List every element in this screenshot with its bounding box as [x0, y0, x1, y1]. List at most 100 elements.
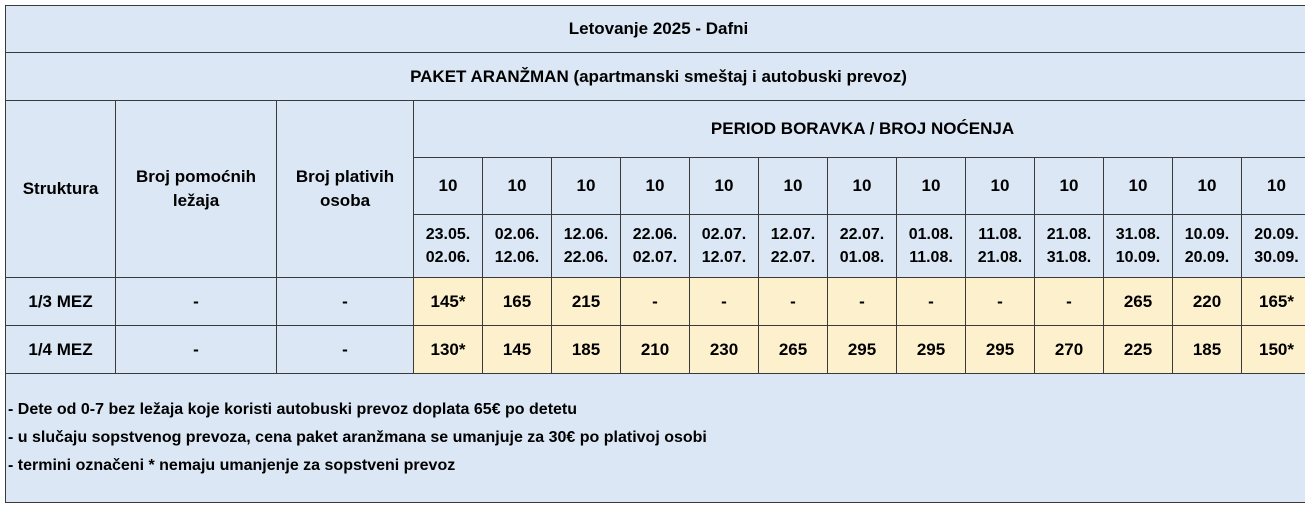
period-to: 10.09.	[1115, 249, 1161, 266]
table-row: 1/4 MEZ - - 130* 145 185 210 230 265 295 295 295…	[5, 325, 1305, 374]
price-cell: 145	[482, 325, 552, 374]
note-line: - u slučaju sopstvenog prevoza, cena pak…	[8, 429, 707, 446]
price-cell: 220	[1172, 277, 1242, 326]
price-cell: 185	[1172, 325, 1242, 374]
row-extra-beds: -	[115, 325, 277, 374]
nights-cell: 10	[413, 157, 483, 215]
nights-cell: 10	[689, 157, 759, 215]
header-extra-beds-line1: Broj pomoćnih	[136, 167, 256, 186]
period-dates-cell: 11.08. 21.08.	[965, 214, 1035, 278]
table-title: Letovanje 2025 - Dafni	[4, 5, 1305, 53]
nights-cell: 10	[1103, 157, 1173, 215]
row-structure: 1/4 MEZ	[5, 325, 116, 374]
period-to: 12.06.	[494, 249, 540, 266]
header-paying-persons: Broj plativih osoba	[276, 100, 414, 278]
period-from: 12.07.	[770, 226, 816, 243]
nights-cell: 10	[965, 157, 1035, 215]
period-to: 20.09.	[1184, 249, 1230, 266]
table-row: 1/3 MEZ - - 145* 165 215- - - - - - -265 220 165*	[5, 277, 1305, 326]
note-line: - Dete od 0-7 bez ležaja koje koristi au…	[8, 401, 578, 418]
nights-cell: 10	[758, 157, 828, 215]
period-from: 31.08.	[1115, 226, 1161, 243]
price-cell: 165*	[1240, 277, 1305, 326]
period-dates-cell: 22.07. 01.08.	[827, 214, 897, 278]
price-cell: 145*	[413, 277, 483, 326]
row-structure: 1/3 MEZ	[5, 277, 116, 326]
period-from: 22.07.	[839, 226, 885, 243]
header-extra-beds: Broj pomoćnih ležaja	[115, 100, 277, 278]
period-dates-cell: 21.08. 31.08.	[1034, 214, 1104, 278]
price-cell: 185	[551, 325, 621, 374]
period-dates-cell: 31.08. 10.09.	[1103, 214, 1173, 278]
row-paying-persons: -	[276, 325, 414, 374]
price-cell: 150*	[1240, 325, 1305, 374]
header-paying-line1: Broj plativih	[295, 167, 395, 186]
period-dates-cell: 02.06. 12.06.	[482, 214, 552, 278]
period-to: 30.09.	[1254, 249, 1299, 266]
price-cell: 230	[689, 325, 759, 374]
price-cell: 295	[896, 325, 966, 374]
price-cell: 265	[758, 325, 828, 374]
row-extra-beds: -	[115, 277, 277, 326]
period-from: 12.06.	[563, 226, 609, 243]
price-cell: 225	[1103, 325, 1173, 374]
dates-row: 23.05. 02.06. 02.06. 12.06. 12.06. 22.06. 22.0…	[6, 214, 1305, 278]
price-cell: -	[896, 277, 966, 326]
note-line: - termini označeni * nemaju umanjenje za…	[8, 457, 456, 474]
price-cell: -	[965, 277, 1035, 326]
nights-cell: 10	[551, 157, 621, 215]
period-dates-cell: 12.07. 22.07.	[758, 214, 828, 278]
period-from: 01.08.	[908, 226, 954, 243]
price-cell: 270	[1034, 325, 1104, 374]
period-from: 20.09.	[1254, 226, 1299, 243]
nights-cell: 10	[620, 157, 690, 215]
price-cell: 210	[620, 325, 690, 374]
period-dates-cell: 12.06. 22.06.	[551, 214, 621, 278]
row-paying-persons: -	[276, 277, 414, 326]
period-from: 11.08.	[978, 226, 1022, 243]
nights-cell: 10	[827, 157, 897, 215]
period-dates-cell: 23.05. 02.06.	[413, 214, 483, 278]
period-from: 21.08.	[1046, 226, 1092, 243]
price-cell: -	[1034, 277, 1104, 326]
period-from: 23.05.	[425, 226, 471, 243]
period-dates-cell: 22.06. 02.07.	[620, 214, 690, 278]
period-to: 31.08.	[1046, 249, 1092, 266]
period-dates-cell: 10.09. 20.09.	[1172, 214, 1242, 278]
period-to: 21.08.	[977, 249, 1023, 266]
notes-cell: - Dete od 0-7 bez ležaja koje koristi au…	[4, 373, 1305, 503]
price-cell: -	[689, 277, 759, 326]
price-cell: 265	[1103, 277, 1173, 326]
period-to: 11.08.	[909, 249, 953, 266]
header-structure: Struktura	[5, 100, 116, 278]
price-cell: 295	[827, 325, 897, 374]
price-cell: -	[827, 277, 897, 326]
price-cell: -	[620, 277, 690, 326]
period-to: 22.06.	[563, 249, 609, 266]
price-cell: 165	[482, 277, 552, 326]
header-period: PERIOD BORAVKA / BROJ NOĆENJA	[412, 100, 1305, 158]
price-cell: -	[758, 277, 828, 326]
header-extra-beds-line2: ležaja	[172, 191, 220, 210]
period-dates-cell: 02.07. 12.07.	[689, 214, 759, 278]
price-cell: 215	[551, 277, 621, 326]
nights-cell: 10	[896, 157, 966, 215]
nights-cell: 10	[1172, 157, 1242, 215]
period-to: 01.08.	[839, 249, 885, 266]
period-from: 22.06.	[632, 226, 678, 243]
period-from: 02.07.	[701, 226, 747, 243]
price-cell: 130*	[413, 325, 483, 374]
nights-cell: 10	[482, 157, 552, 215]
header-paying-line2: osoba	[319, 191, 371, 210]
nights-cell: 10	[1034, 157, 1104, 215]
period-to: 22.07.	[770, 249, 816, 266]
period-from: 10.09.	[1184, 226, 1230, 243]
period-dates-cell: 01.08. 11.08.	[896, 214, 966, 278]
nights-row: 10 10 10 10 10 10 10 10 10 10 10 10 10	[6, 157, 1305, 215]
price-cell: 295	[965, 325, 1035, 374]
period-dates-cell: 20.09. 30.09.	[1240, 214, 1305, 278]
period-to: 12.07.	[701, 249, 747, 266]
price-table: Letovanje 2025 - Dafni PAKET ARANŽMAN (a…	[4, 5, 1305, 503]
period-from: 02.06.	[494, 226, 540, 243]
period-to: 02.07.	[632, 249, 678, 266]
